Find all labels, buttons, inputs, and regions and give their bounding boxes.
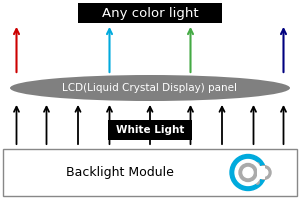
Circle shape bbox=[239, 164, 257, 181]
Circle shape bbox=[235, 160, 261, 185]
Circle shape bbox=[243, 168, 253, 178]
Text: Backlight Module: Backlight Module bbox=[66, 166, 174, 179]
FancyBboxPatch shape bbox=[108, 120, 192, 140]
Circle shape bbox=[257, 166, 271, 179]
Circle shape bbox=[230, 154, 266, 190]
Text: LCD(Liquid Crystal Display) panel: LCD(Liquid Crystal Display) panel bbox=[62, 83, 238, 93]
FancyBboxPatch shape bbox=[257, 166, 265, 179]
FancyBboxPatch shape bbox=[3, 149, 297, 196]
Text: White Light: White Light bbox=[116, 125, 184, 135]
Circle shape bbox=[261, 169, 268, 176]
Ellipse shape bbox=[10, 75, 290, 101]
FancyBboxPatch shape bbox=[78, 3, 222, 23]
Text: Any color light: Any color light bbox=[102, 7, 198, 20]
